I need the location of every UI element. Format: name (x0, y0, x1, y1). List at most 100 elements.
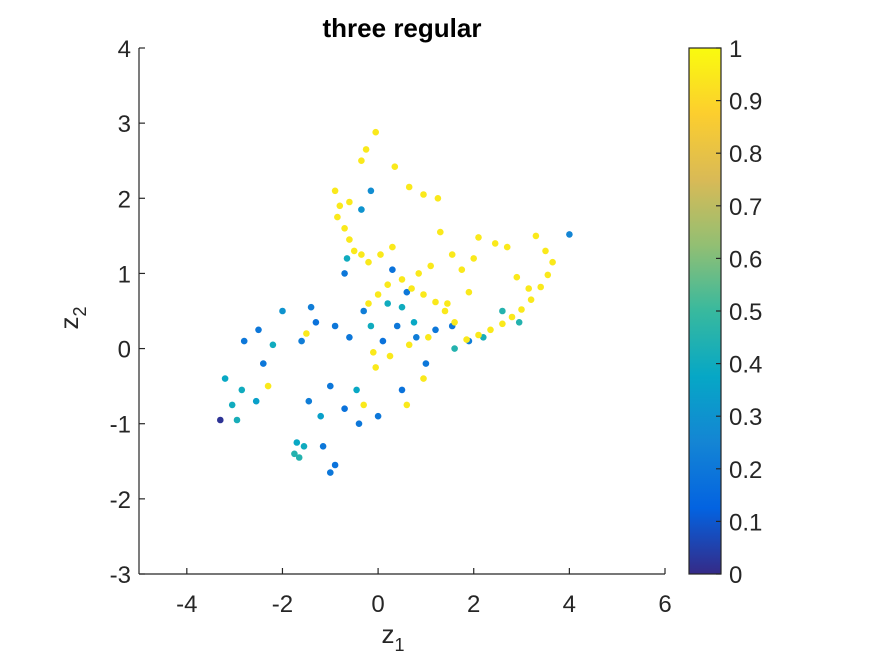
data-point (549, 258, 556, 266)
data-point (307, 303, 315, 311)
data-point (384, 281, 392, 289)
data-point (300, 443, 308, 450)
y-tick-label: -2 (110, 487, 131, 514)
data-point (264, 382, 272, 390)
y-tick-label: 4 (118, 36, 131, 63)
x-tick-label: 4 (563, 591, 576, 618)
data-point (269, 341, 277, 349)
data-point (475, 234, 482, 241)
data-point (458, 266, 466, 274)
data-point (503, 243, 511, 251)
x-ticks: -4 -2 0 2 4 6 (176, 568, 672, 618)
colorbar-tick-label: 0.5 (729, 299, 762, 326)
data-point (398, 276, 406, 283)
y-tick-label: -1 (110, 412, 131, 439)
data-point (353, 386, 360, 394)
data-point (518, 306, 525, 313)
data-point (389, 266, 396, 274)
data-point (491, 240, 499, 247)
data-point (305, 397, 313, 405)
data-point (365, 300, 372, 307)
data-point (441, 307, 449, 315)
data-point (465, 288, 473, 296)
data-point (374, 291, 382, 298)
svg-text:z2: z2 (54, 306, 90, 329)
data-point (398, 386, 406, 394)
y-tick-label: 2 (118, 186, 131, 213)
data-point (422, 360, 430, 367)
colorbar-tick-label: 0.6 (729, 246, 762, 273)
data-point (238, 386, 246, 394)
data-point (346, 334, 353, 341)
data-point (432, 326, 439, 334)
colorbar-ticks: 0 0.1 0.2 0.3 0.4 0.5 0.6 0.7 0.8 0.9 1 (716, 36, 762, 589)
data-point (360, 401, 368, 409)
data-point (475, 331, 482, 339)
colorbar-tick-label: 0.8 (729, 141, 762, 168)
data-point (358, 206, 365, 213)
data-point (336, 202, 344, 210)
x-tick-label: 2 (467, 591, 480, 618)
y-ticks: -3 -2 -1 0 1 2 3 4 (110, 36, 145, 589)
data-point (252, 397, 260, 405)
axes (138, 48, 665, 575)
data-point (367, 322, 375, 330)
data-point (487, 326, 494, 334)
x-tick-label: -4 (176, 591, 197, 618)
data-point (451, 319, 458, 326)
data-point (291, 450, 298, 458)
data-point (367, 187, 375, 195)
data-point (470, 255, 478, 262)
x-axis-label-base: z (381, 619, 394, 649)
colorbar-tick-label: 0.1 (729, 509, 762, 536)
data-point (355, 420, 363, 428)
data-point (319, 443, 327, 450)
data-point (427, 262, 435, 270)
data-point (415, 270, 423, 277)
data-point (403, 401, 411, 409)
data-point (405, 341, 413, 349)
data-point (298, 337, 305, 345)
data-point (405, 183, 413, 191)
data-point (403, 288, 411, 296)
data-point (331, 461, 339, 469)
data-point (334, 213, 341, 221)
colorbar-tick-label: 0.3 (729, 404, 762, 431)
x-axis-label-subscript: 1 (394, 635, 404, 655)
data-point (527, 296, 535, 304)
x-tick-label: -2 (272, 591, 293, 618)
data-points (217, 128, 573, 476)
data-point (358, 157, 365, 164)
data-point (279, 307, 286, 315)
data-point (391, 163, 399, 170)
data-point (393, 322, 401, 330)
data-point (377, 251, 384, 258)
data-point (434, 195, 442, 202)
data-point (303, 330, 310, 337)
data-point (508, 313, 516, 321)
data-point (331, 322, 339, 330)
data-point (372, 128, 380, 136)
data-point (341, 225, 348, 232)
data-point (350, 247, 358, 255)
y-tick-label: -3 (110, 562, 131, 589)
data-point (425, 334, 432, 341)
y-tick-label: 0 (118, 337, 131, 364)
data-point (420, 375, 427, 382)
y-axis-label-base: z (54, 317, 84, 330)
data-point (293, 439, 301, 446)
data-point (408, 285, 415, 292)
data-point (420, 191, 427, 198)
data-point (362, 146, 370, 153)
x-axis-label: z1 (381, 619, 404, 655)
colorbar-tick-label: 0.9 (729, 89, 762, 116)
data-point (537, 283, 544, 291)
data-point (346, 198, 353, 206)
data-point (233, 416, 241, 424)
data-point (346, 236, 353, 243)
data-point (341, 405, 348, 413)
data-point (327, 469, 334, 476)
data-point (515, 319, 523, 326)
colorbar-tick-label: 1 (729, 36, 742, 63)
